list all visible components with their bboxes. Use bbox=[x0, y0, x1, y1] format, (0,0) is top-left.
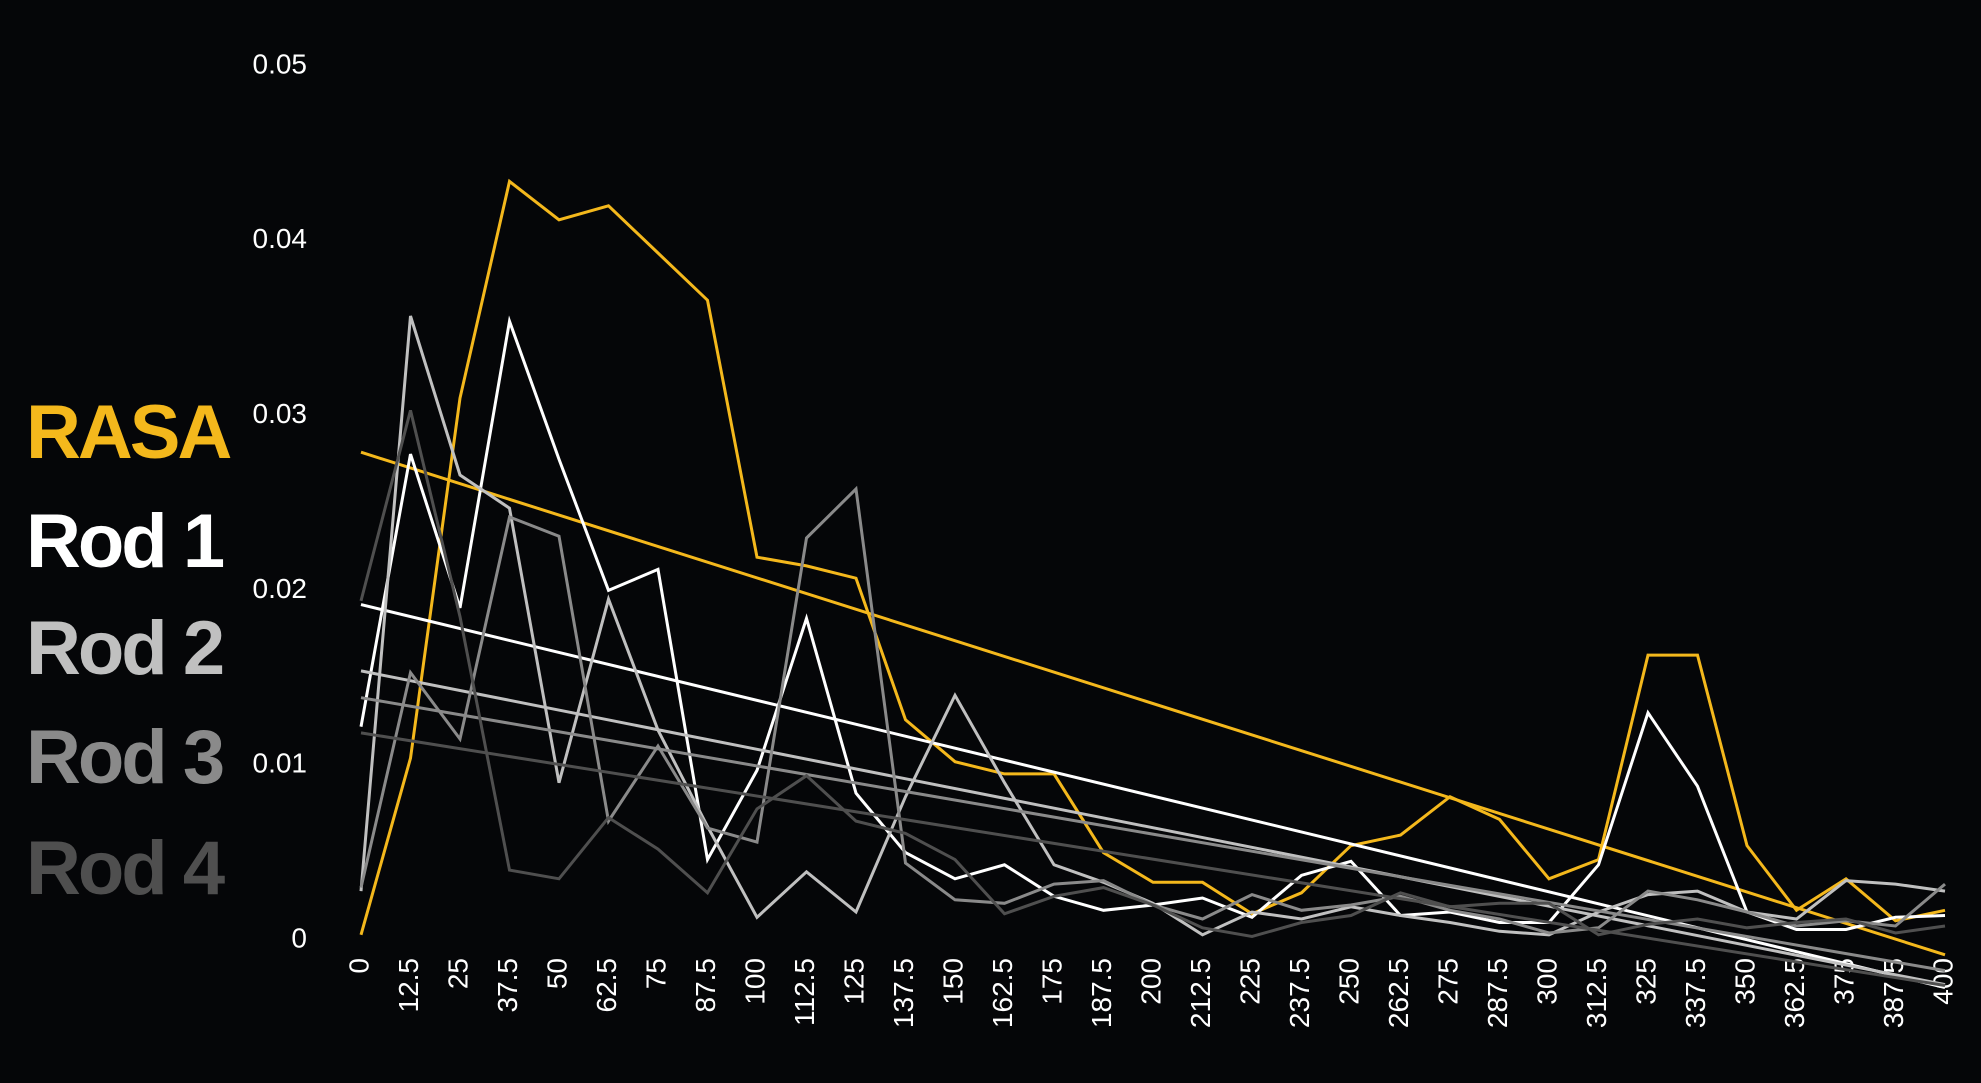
x-tick-label: 137.5 bbox=[888, 958, 919, 1028]
y-tick-label: 0.01 bbox=[253, 748, 308, 779]
x-tick-label: 337.5 bbox=[1680, 958, 1711, 1028]
x-tick-label: 175 bbox=[1036, 958, 1067, 1005]
legend-label: Rod 3 bbox=[26, 715, 223, 800]
x-tick-label: 25 bbox=[442, 958, 473, 989]
x-tick-label: 312.5 bbox=[1581, 958, 1612, 1028]
legend-label: Rod 1 bbox=[26, 499, 224, 584]
x-tick-label: 387.5 bbox=[1878, 958, 1909, 1028]
trend-line bbox=[360, 669, 1946, 987]
x-tick-label: 325 bbox=[1630, 958, 1661, 1005]
x-tick-label: 200 bbox=[1135, 958, 1166, 1005]
y-tick-label: 0 bbox=[291, 922, 307, 953]
x-tick-label: 287.5 bbox=[1482, 958, 1513, 1028]
y-tick-label: 0.02 bbox=[253, 573, 308, 604]
x-tick-label: 150 bbox=[937, 958, 968, 1005]
x-tick-label: 212.5 bbox=[1185, 958, 1216, 1028]
x-tick-label: 62.5 bbox=[591, 958, 622, 1013]
y-tick-label: 0.04 bbox=[253, 223, 308, 254]
x-tick-label: 300 bbox=[1531, 958, 1562, 1005]
x-tick-label: 12.5 bbox=[393, 958, 424, 1013]
legend-label: Rod 4 bbox=[26, 826, 225, 911]
x-tick-label: 112.5 bbox=[789, 958, 820, 1026]
x-tick-label: 250 bbox=[1333, 958, 1364, 1005]
x-tick-label: 162.5 bbox=[987, 958, 1018, 1028]
trend-line bbox=[360, 696, 1946, 973]
y-tick-label: 0.05 bbox=[253, 48, 308, 79]
x-tick-label: 350 bbox=[1729, 958, 1760, 1005]
series-line bbox=[359, 485, 1946, 935]
series-line bbox=[359, 410, 1946, 939]
x-tick-label: 50 bbox=[541, 958, 572, 989]
series-line bbox=[359, 178, 1946, 936]
x-tick-label: 100 bbox=[739, 958, 770, 1005]
x-tick-label: 75 bbox=[640, 958, 671, 989]
x-tick-label: 275 bbox=[1432, 958, 1463, 1005]
series-line bbox=[359, 315, 1946, 931]
legend-label: RASA bbox=[26, 390, 230, 475]
legend-label: Rod 2 bbox=[26, 606, 223, 691]
x-tick-label: 362.5 bbox=[1779, 958, 1810, 1028]
trend-line bbox=[360, 731, 1946, 987]
trend-line bbox=[360, 450, 1946, 957]
x-tick-label: 237.5 bbox=[1284, 958, 1315, 1028]
x-tick-label: 125 bbox=[838, 958, 869, 1005]
x-tick-label: 187.5 bbox=[1086, 958, 1117, 1028]
x-tick-label: 225 bbox=[1234, 958, 1265, 1005]
y-tick-label: 0.03 bbox=[253, 398, 308, 429]
x-tick-label: 37.5 bbox=[492, 958, 523, 1013]
series-line bbox=[359, 315, 1946, 937]
x-tick-label: 0 bbox=[343, 958, 374, 974]
x-tick-label: 262.5 bbox=[1383, 958, 1414, 1028]
x-tick-label: 87.5 bbox=[690, 958, 721, 1013]
